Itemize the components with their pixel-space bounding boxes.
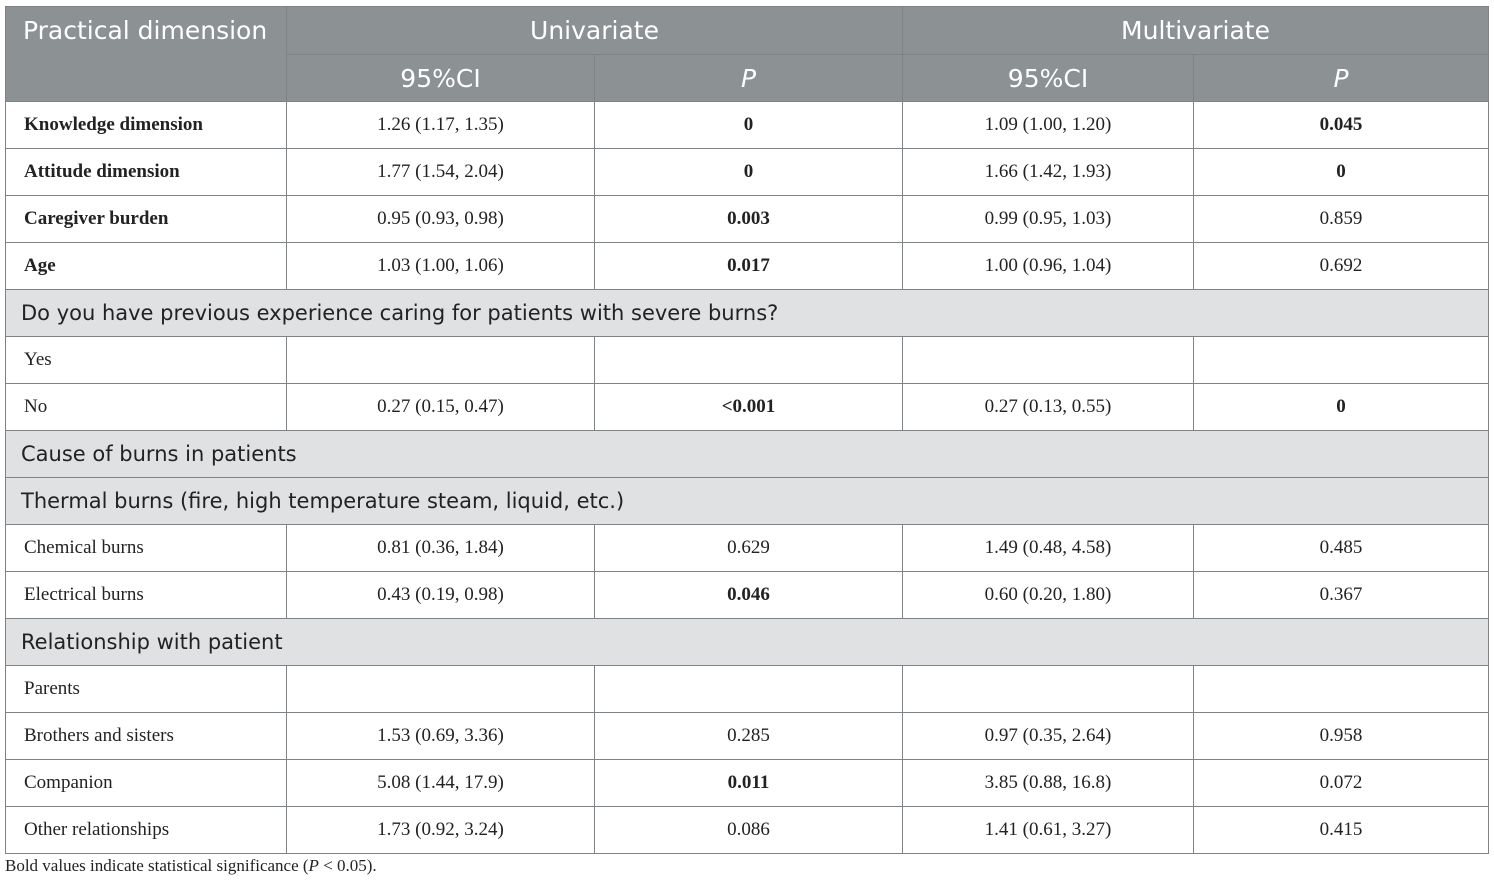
multivariate-ci-cell: 0.27 (0.13, 0.55) (902, 383, 1194, 431)
section-row: Cause of burns in patients (4, 430, 1490, 478)
univariate-ci-cell (286, 665, 595, 713)
multivariate-ci-cell: 0.97 (0.35, 2.64) (902, 712, 1194, 760)
multivariate-ci-cell: 1.00 (0.96, 1.04) (902, 242, 1194, 290)
section-row: Do you have previous experience caring f… (4, 289, 1490, 337)
univariate-p-cell: 0.285 (594, 712, 903, 760)
row-label: Other relationships (5, 806, 287, 854)
footnote-p: P (308, 856, 319, 875)
univariate-ci-cell: 0.95 (0.93, 0.98) (286, 195, 595, 243)
section-label: Relationship with patient (4, 618, 1490, 666)
univariate-p-cell (594, 665, 903, 713)
univariate-ci-cell: 1.03 (1.00, 1.06) (286, 242, 595, 290)
footnote-pre: Bold values indicate statistical signifi… (5, 856, 309, 875)
univariate-p-cell: 0.011 (594, 759, 903, 807)
multivariate-header: Multivariate (901, 6, 1490, 55)
table-row: Parents (5, 665, 1490, 713)
multivariate-p-cell: 0.415 (1192, 806, 1490, 854)
multivariate-p-header: P (1192, 54, 1490, 102)
univariate-p-header: P (594, 54, 903, 102)
regression-table: Practical dimension Univariate Multivari… (4, 6, 1490, 854)
section-label: Do you have previous experience caring f… (4, 289, 1490, 337)
multivariate-p-cell: 0.692 (1192, 242, 1490, 290)
results-table-container: Practical dimension Univariate Multivari… (4, 6, 1490, 854)
univariate-ci-cell: 1.77 (1.54, 2.04) (286, 148, 595, 196)
univariate-ci-cell: 1.53 (0.69, 3.36) (286, 712, 595, 760)
table-row: Knowledge dimension 1.26 (1.17, 1.35) 0 1.0… (5, 101, 1490, 149)
multivariate-ci-cell: 1.49 (0.48, 4.58) (902, 524, 1194, 572)
univariate-ci-header: 95%CI (286, 54, 595, 102)
univariate-p-cell: 0.003 (594, 195, 903, 243)
row-label: Electrical burns (5, 571, 287, 619)
univariate-p-cell: 0 (594, 148, 903, 196)
multivariate-p-cell: 0.367 (1192, 571, 1490, 619)
univariate-ci-cell: 0.43 (0.19, 0.98) (286, 571, 595, 619)
multivariate-ci-cell: 3.85 (0.88, 16.8) (902, 759, 1194, 807)
multivariate-p-cell: 0.045 (1192, 101, 1490, 149)
multivariate-ci-cell: 0.60 (0.20, 1.80) (902, 571, 1194, 619)
table-row: Attitude dimension 1.77 (1.54, 2.04) 0 1.66… (5, 148, 1490, 196)
footnote-post: < 0.05). (318, 856, 377, 875)
table-row: Yes (5, 336, 1490, 384)
multivariate-ci-cell: 1.41 (0.61, 3.27) (902, 806, 1194, 854)
table-row: Electrical burns 0.43 (0.19, 0.98) 0.046 0.… (5, 571, 1490, 619)
multivariate-p-cell: 0.485 (1192, 524, 1490, 572)
row-label: Yes (5, 336, 287, 384)
table-header: Practical dimension Univariate Multivari… (5, 6, 1490, 102)
row-label-header: Practical dimension (5, 6, 287, 102)
row-label: Parents (5, 665, 287, 713)
row-label: Caregiver burden (5, 195, 287, 243)
multivariate-p-cell (1192, 665, 1490, 713)
section-label: Thermal burns (fire, high temperature st… (4, 477, 1490, 525)
univariate-p-cell: 0 (594, 101, 903, 149)
row-label: Brothers and sisters (5, 712, 287, 760)
row-label: Companion (5, 759, 287, 807)
table-row: Companion 5.08 (1.44, 17.9) 0.011 3.85 (0.8… (5, 759, 1490, 807)
multivariate-p-cell (1192, 336, 1490, 384)
multivariate-ci-header: 95%CI (902, 54, 1194, 102)
univariate-p-cell: 0.046 (594, 571, 903, 619)
univariate-ci-cell: 0.81 (0.36, 1.84) (286, 524, 595, 572)
row-label: No (5, 383, 287, 431)
row-label: Attitude dimension (5, 148, 287, 196)
multivariate-ci-cell: 0.99 (0.95, 1.03) (902, 195, 1194, 243)
section-label: Cause of burns in patients (4, 430, 1490, 478)
multivariate-p-cell: 0 (1192, 148, 1490, 196)
table-row: Caregiver burden 0.95 (0.93, 0.98) 0.003 0.… (5, 195, 1490, 243)
table-row: Chemical burns 0.81 (0.36, 1.84) 0.629 1.49… (5, 524, 1490, 572)
table-footnote: Bold values indicate statistical signifi… (5, 856, 377, 876)
univariate-p-cell: 0.086 (594, 806, 903, 854)
multivariate-p-cell: 0.859 (1192, 195, 1490, 243)
univariate-ci-cell: 5.08 (1.44, 17.9) (286, 759, 595, 807)
row-label: Knowledge dimension (5, 101, 287, 149)
univariate-ci-cell: 1.73 (0.92, 3.24) (286, 806, 595, 854)
multivariate-p-cell: 0.072 (1192, 759, 1490, 807)
row-label: Age (5, 242, 287, 290)
multivariate-ci-cell (902, 665, 1194, 713)
section-row: Thermal burns (fire, high temperature st… (4, 477, 1490, 525)
univariate-header: Univariate (286, 6, 903, 55)
table-row: Other relationships 1.73 (0.92, 3.24) 0.08… (5, 806, 1490, 854)
table-row: No 0.27 (0.15, 0.47) <0.001 0.27 (0.13, 0.5… (5, 383, 1490, 431)
univariate-p-cell: <0.001 (594, 383, 903, 431)
multivariate-p-cell: 0.958 (1192, 712, 1490, 760)
univariate-ci-cell: 1.26 (1.17, 1.35) (286, 101, 595, 149)
univariate-ci-cell: 0.27 (0.15, 0.47) (286, 383, 595, 431)
multivariate-ci-cell: 1.09 (1.00, 1.20) (902, 101, 1194, 149)
univariate-p-cell (594, 336, 903, 384)
table-row: Age 1.03 (1.00, 1.06) 0.017 1.00 (0.96, 1.0… (5, 242, 1490, 290)
univariate-p-cell: 0.017 (594, 242, 903, 290)
row-label: Chemical burns (5, 524, 287, 572)
multivariate-p-cell: 0 (1192, 383, 1490, 431)
table-body: Knowledge dimension 1.26 (1.17, 1.35) 0 1.0… (4, 101, 1490, 854)
univariate-ci-cell (286, 336, 595, 384)
table-row: Brothers and sisters 1.53 (0.69, 3.36) 0.2… (5, 712, 1490, 760)
multivariate-ci-cell: 1.66 (1.42, 1.93) (902, 148, 1194, 196)
section-row: Relationship with patient (4, 618, 1490, 666)
multivariate-ci-cell (902, 336, 1194, 384)
univariate-p-cell: 0.629 (594, 524, 903, 572)
